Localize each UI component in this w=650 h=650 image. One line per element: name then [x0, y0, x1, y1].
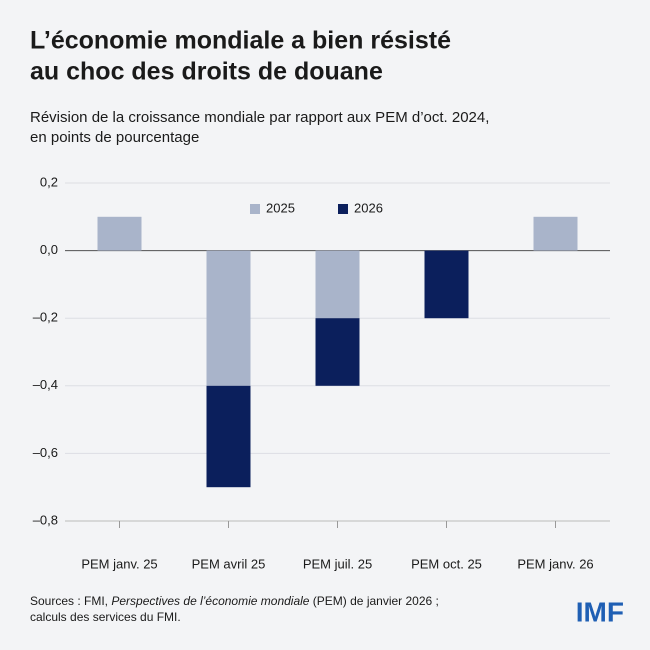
bar: [424, 250, 469, 319]
source-text: (PEM) de janvier 2026 ;: [309, 594, 438, 608]
source-text: Perspectives de l’économie mondiale: [111, 594, 309, 608]
bar: [315, 318, 360, 386]
chart-title: L’économie mondiale a bien résisté: [30, 27, 451, 55]
x-tick-label: PEM avril 25: [192, 556, 266, 571]
y-tick-label: –0,8: [33, 512, 58, 527]
source: calculs des services du FMI.: [30, 610, 181, 624]
x-tick-label: PEM oct. 25: [411, 556, 482, 571]
legend-swatch: [338, 204, 348, 214]
bar: [206, 250, 251, 386]
legend-swatch: [250, 204, 260, 214]
source-text: Sources : FMI,: [30, 594, 111, 608]
bar: [315, 250, 360, 319]
logo: IMF: [576, 596, 624, 627]
x-tick-label: PEM juil. 25: [303, 556, 372, 571]
y-tick-label: 0,0: [40, 242, 58, 257]
y-tick-label: –0,4: [33, 377, 58, 392]
chart-subtitle: Révision de la croissance mondiale par r…: [30, 109, 489, 126]
chart-title: au choc des droits de douane: [30, 58, 383, 86]
x-tick-label: PEM janv. 26: [517, 556, 593, 571]
bar: [97, 216, 142, 251]
bar: [206, 385, 251, 488]
chart-subtitle: en points de pourcentage: [30, 129, 199, 146]
y-tick-label: 0,2: [40, 174, 58, 189]
y-tick-label: –0,6: [33, 445, 58, 460]
legend-label: 2026: [354, 200, 383, 215]
source: Sources : FMI, Perspectives de l’économi…: [30, 594, 439, 608]
legend-label: 2025: [266, 200, 295, 215]
x-tick-label: PEM janv. 25: [81, 556, 157, 571]
bar: [533, 216, 578, 251]
y-tick-label: –0,2: [33, 310, 58, 325]
